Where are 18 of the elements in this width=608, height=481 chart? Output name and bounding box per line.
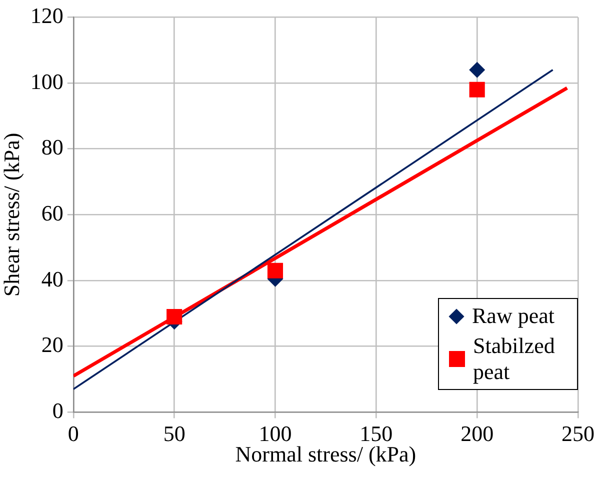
x-tick-label: 0 xyxy=(68,421,79,446)
y-tick-label: 20 xyxy=(41,332,64,358)
y-tick-label: 60 xyxy=(41,200,64,226)
y-tick-label: 100 xyxy=(30,68,64,94)
y-tick-label: 0 xyxy=(52,398,64,423)
x-tick-label: 50 xyxy=(163,421,186,446)
legend-label: Stabilzed peat xyxy=(473,333,556,385)
legend-label: Raw peat xyxy=(472,303,554,329)
point xyxy=(166,308,182,325)
point xyxy=(469,62,486,78)
y-tick-label: 120 xyxy=(30,2,64,28)
point xyxy=(469,82,485,98)
y-axis-title: Shear stress/ (kPa) xyxy=(0,132,24,297)
y-tick-label: 40 xyxy=(41,266,64,292)
x-tick-label: 200 xyxy=(460,421,494,446)
point xyxy=(267,262,284,278)
y-tick-label: 80 xyxy=(41,134,64,160)
x-tick-label: 250 xyxy=(562,421,594,446)
